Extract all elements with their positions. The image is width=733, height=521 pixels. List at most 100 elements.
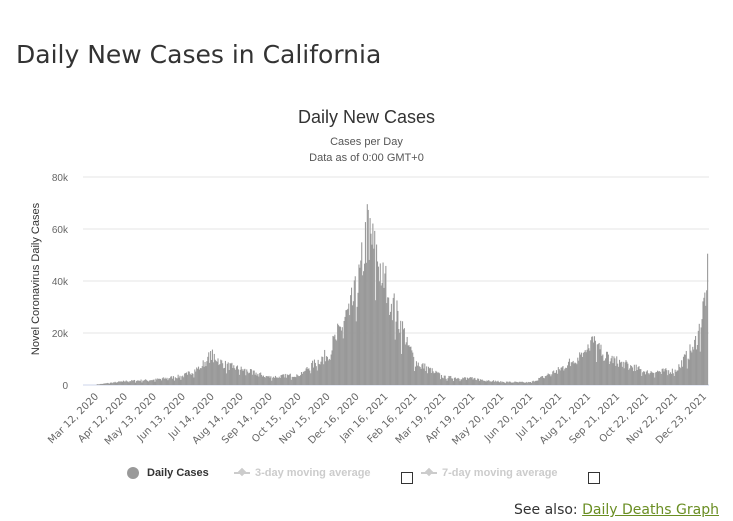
- daily-case-bar: [338, 325, 340, 385]
- daily-case-bar: [576, 364, 578, 385]
- daily-case-bar: [312, 360, 314, 385]
- daily-case-bar: [270, 376, 272, 385]
- daily-case-bar: [407, 345, 409, 385]
- daily-case-bar: [629, 368, 631, 385]
- daily-case-bar: [556, 373, 558, 385]
- daily-case-bar: [608, 364, 610, 385]
- daily-case-bar: [210, 359, 213, 385]
- daily-case-bar: [693, 349, 695, 385]
- legend-daily-cases[interactable]: Daily Cases: [127, 467, 209, 479]
- daily-case-bar: [364, 222, 366, 385]
- daily-case-bar: [558, 369, 560, 385]
- daily-case-bar: [582, 352, 584, 385]
- checkbox-7-day-average[interactable]: [588, 472, 600, 484]
- daily-case-bar: [296, 374, 298, 385]
- daily-case-bar: [124, 381, 126, 385]
- daily-case-bar: [402, 321, 404, 385]
- daily-case-bar: [706, 290, 708, 385]
- daily-case-bar: [284, 377, 286, 385]
- daily-case-bar: [114, 381, 116, 385]
- daily-case-bar: [494, 380, 496, 385]
- daily-case-bar: [649, 372, 651, 385]
- daily-case-bar: [476, 380, 478, 385]
- legend-7-day-average[interactable]: 7-day moving average: [421, 467, 558, 479]
- daily-case-bar: [371, 244, 373, 385]
- y-tick-label: 40k: [52, 277, 69, 288]
- daily-case-bar: [663, 371, 665, 385]
- daily-case-bar: [324, 349, 326, 385]
- daily-case-bar: [438, 372, 440, 385]
- daily-case-bar: [431, 368, 433, 385]
- daily-case-bar: [393, 293, 395, 385]
- daily-case-bar: [291, 376, 293, 385]
- daily-case-bar: [269, 377, 271, 385]
- daily-case-bar: [152, 379, 154, 385]
- daily-case-bar: [482, 380, 484, 385]
- daily-case-bar: [412, 352, 414, 385]
- legend-label: 3-day moving average: [255, 467, 371, 479]
- daily-case-bar: [509, 381, 511, 385]
- daily-case-bar: [491, 381, 494, 385]
- daily-case-bar: [643, 371, 645, 385]
- daily-case-bar: [550, 376, 552, 385]
- daily-case-bar: [423, 368, 425, 385]
- daily-case-bar: [356, 306, 358, 385]
- legend: Daily Cases 3-day moving average 7-day m…: [0, 467, 733, 487]
- daily-case-bar: [704, 292, 706, 385]
- daily-case-bar: [115, 382, 117, 385]
- daily-case-bar: [385, 265, 387, 385]
- daily-deaths-graph-link[interactable]: Daily Deaths Graph: [582, 502, 719, 518]
- daily-case-bar: [567, 365, 569, 385]
- daily-case-bar: [331, 350, 333, 385]
- daily-case-bar: [339, 326, 341, 385]
- daily-case-bar: [261, 374, 263, 385]
- legend-3-day-average[interactable]: 3-day moving average: [234, 467, 371, 479]
- daily-case-bar: [350, 295, 352, 385]
- daily-case-bar: [432, 371, 434, 385]
- daily-case-bar: [173, 380, 175, 385]
- daily-case-bar: [105, 383, 107, 385]
- daily-case-bar: [682, 356, 685, 385]
- daily-case-bar: [622, 361, 624, 385]
- daily-case-bar: [569, 366, 571, 385]
- daily-case-bar: [468, 378, 470, 385]
- daily-case-bar: [280, 375, 282, 385]
- daily-case-bar: [515, 381, 517, 385]
- daily-case-bar: [191, 373, 193, 385]
- daily-case-bar: [419, 366, 421, 385]
- daily-case-bar: [121, 381, 124, 385]
- daily-case-bar: [434, 372, 436, 385]
- daily-case-bar: [495, 381, 497, 385]
- daily-case-bar: [609, 361, 611, 385]
- daily-case-bar: [182, 375, 184, 385]
- daily-case-bar: [397, 310, 399, 385]
- daily-case-bar: [278, 376, 280, 385]
- daily-case-bar: [120, 381, 122, 385]
- daily-case-bar: [151, 380, 153, 385]
- daily-case-bar: [611, 355, 613, 385]
- daily-case-bar: [265, 376, 267, 385]
- daily-case-bar: [380, 285, 382, 385]
- daily-case-bar: [477, 378, 479, 385]
- daily-case-bar: [134, 379, 136, 385]
- daily-case-bar: [399, 332, 401, 385]
- daily-case-bar: [317, 359, 319, 385]
- daily-case-bar: [119, 381, 121, 385]
- x-tick-label: Mar 12, 2020: [46, 391, 101, 446]
- daily-case-bar: [172, 378, 174, 385]
- daily-case-bar: [133, 380, 135, 385]
- daily-case-bar: [299, 376, 301, 385]
- checkbox-3-day-average[interactable]: [401, 472, 413, 484]
- daily-case-bar: [122, 380, 124, 385]
- daily-case-bar: [257, 373, 259, 385]
- daily-case-bar: [516, 381, 518, 385]
- daily-case-bar: [351, 287, 353, 385]
- daily-case-bar: [606, 351, 608, 385]
- daily-case-bar: [286, 377, 288, 385]
- legend-label: 7-day moving average: [442, 467, 558, 479]
- daily-case-bar: [289, 373, 291, 385]
- daily-case-bar: [592, 336, 594, 385]
- daily-case-bar: [338, 326, 341, 385]
- daily-case-bar: [583, 351, 585, 385]
- daily-case-bar: [248, 373, 250, 385]
